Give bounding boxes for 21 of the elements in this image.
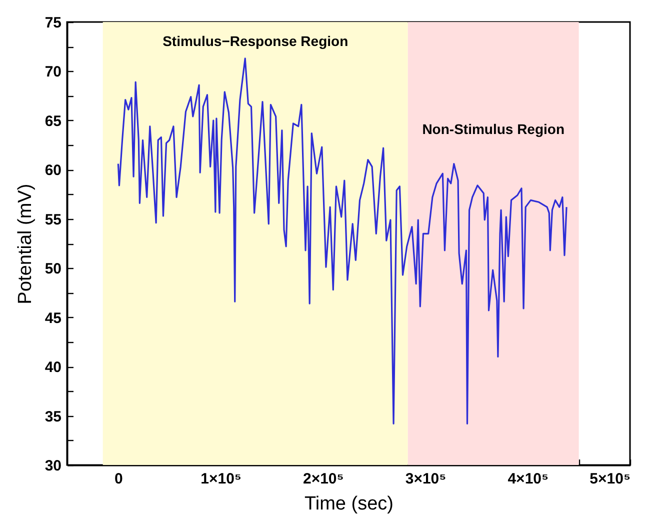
band-label: Stimulus−Response Region <box>162 33 348 49</box>
y-tick-label: 75 <box>44 14 62 32</box>
y-tick-label: 70 <box>44 64 62 81</box>
x-tick-label: 5×10⁵ <box>590 470 630 488</box>
line-series <box>117 58 568 424</box>
x-tick-label: 3×10⁵ <box>405 470 446 488</box>
x-tick-label: 1×10⁵ <box>200 470 242 488</box>
x-tick-label: 4×10⁵ <box>508 470 549 488</box>
y-tick-label: 45 <box>44 310 62 327</box>
x-tick-label: 0 <box>114 470 123 488</box>
y-tick-label: 65 <box>44 112 62 130</box>
y-tick-label: 50 <box>44 260 62 278</box>
y-axis-title: Potential (mV) <box>14 184 36 304</box>
band-label: Non-Stimulus Region <box>422 121 565 137</box>
y-tick-label: 40 <box>44 359 62 376</box>
y-tick-label: 35 <box>44 408 62 426</box>
y-tick-label: 60 <box>44 162 62 180</box>
y-tick-label: 55 <box>44 211 62 228</box>
x-axis-title: Time (sec) <box>304 494 394 514</box>
x-tick-label: 2×10⁵ <box>302 470 344 488</box>
y-tick-label: 30 <box>44 458 62 474</box>
